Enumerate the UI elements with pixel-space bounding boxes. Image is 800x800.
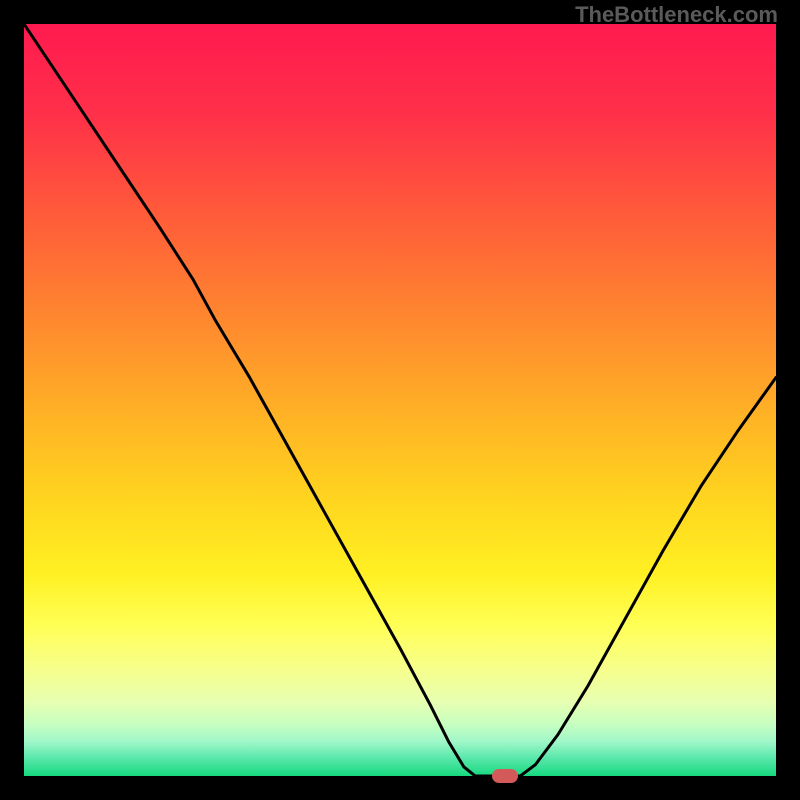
plot-area xyxy=(24,24,776,776)
curve-path xyxy=(24,24,776,776)
watermark-text: TheBottleneck.com xyxy=(575,2,778,28)
optimal-point-marker xyxy=(492,769,518,783)
chart-frame: TheBottleneck.com xyxy=(0,0,800,800)
bottleneck-curve xyxy=(24,24,776,776)
